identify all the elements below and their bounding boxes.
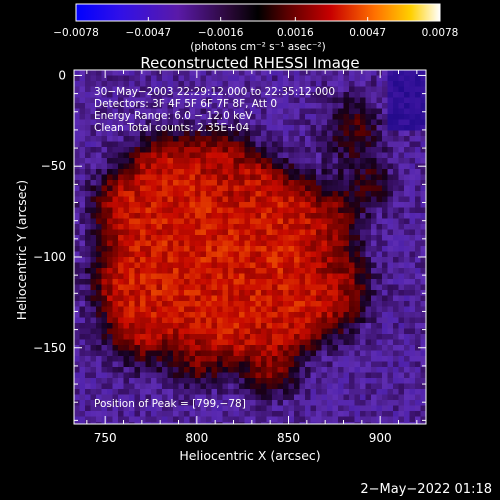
axis-ticks: 750 800 850 900 0 −50 −100 −150 — [33, 68, 426, 445]
colorbar-ticks: −0.0078 −0.0047 −0.0016 0.0016 0.0047 0.0078 — [53, 17, 458, 39]
annotation-line: Energy Range: 6.0 − 12.0 keV — [94, 110, 253, 122]
annotation-line: Clean Total counts: 2.35E+04 — [94, 122, 249, 134]
y-tick-label: −50 — [41, 159, 66, 173]
x-tick-label: 900 — [369, 431, 392, 445]
x-tick-label: 750 — [94, 431, 117, 445]
colorbar — [75, 3, 441, 22]
y-tick-label: −150 — [33, 341, 66, 355]
peak-position-label: Position of Peak = [799,−78] — [94, 398, 246, 410]
y-tick-label: −100 — [33, 250, 66, 264]
colorbar-unit-label: (photons cm⁻² s⁻¹ asec⁻²) — [190, 41, 325, 53]
y-axis-label: Heliocentric Y (arcsec) — [14, 180, 29, 320]
y-tick-label: 0 — [58, 68, 66, 82]
colorbar-tick-label: 0.0047 — [349, 27, 386, 39]
colorbar-tick-label: 0.0078 — [422, 27, 459, 39]
plot-frame — [73, 69, 427, 425]
colorbar-tick-label: 0.0016 — [277, 27, 314, 39]
colorbar-tick-label: −0.0078 — [53, 27, 99, 39]
x-tick-label: 800 — [185, 431, 208, 445]
annotation-block: 30−May−2003 22:29:12.000 to 22:35:12.000… — [94, 86, 335, 134]
colorbar-tick-label: −0.0016 — [198, 27, 244, 39]
chart-title: Reconstructed RHESSI Image — [140, 54, 359, 72]
heatmap-image — [74, 70, 426, 424]
annotation-line: Detectors: 3F 4F 5F 6F 7F 8F, Att 0 — [94, 98, 277, 110]
colorbar-tick-label: −0.0047 — [126, 27, 172, 39]
x-tick-label: 850 — [277, 431, 300, 445]
annotation-line: 30−May−2003 22:29:12.000 to 22:35:12.000 — [94, 86, 335, 98]
date-stamp: 2−May−2022 01:18 — [360, 482, 492, 497]
x-axis-label: Heliocentric X (arcsec) — [179, 448, 320, 463]
